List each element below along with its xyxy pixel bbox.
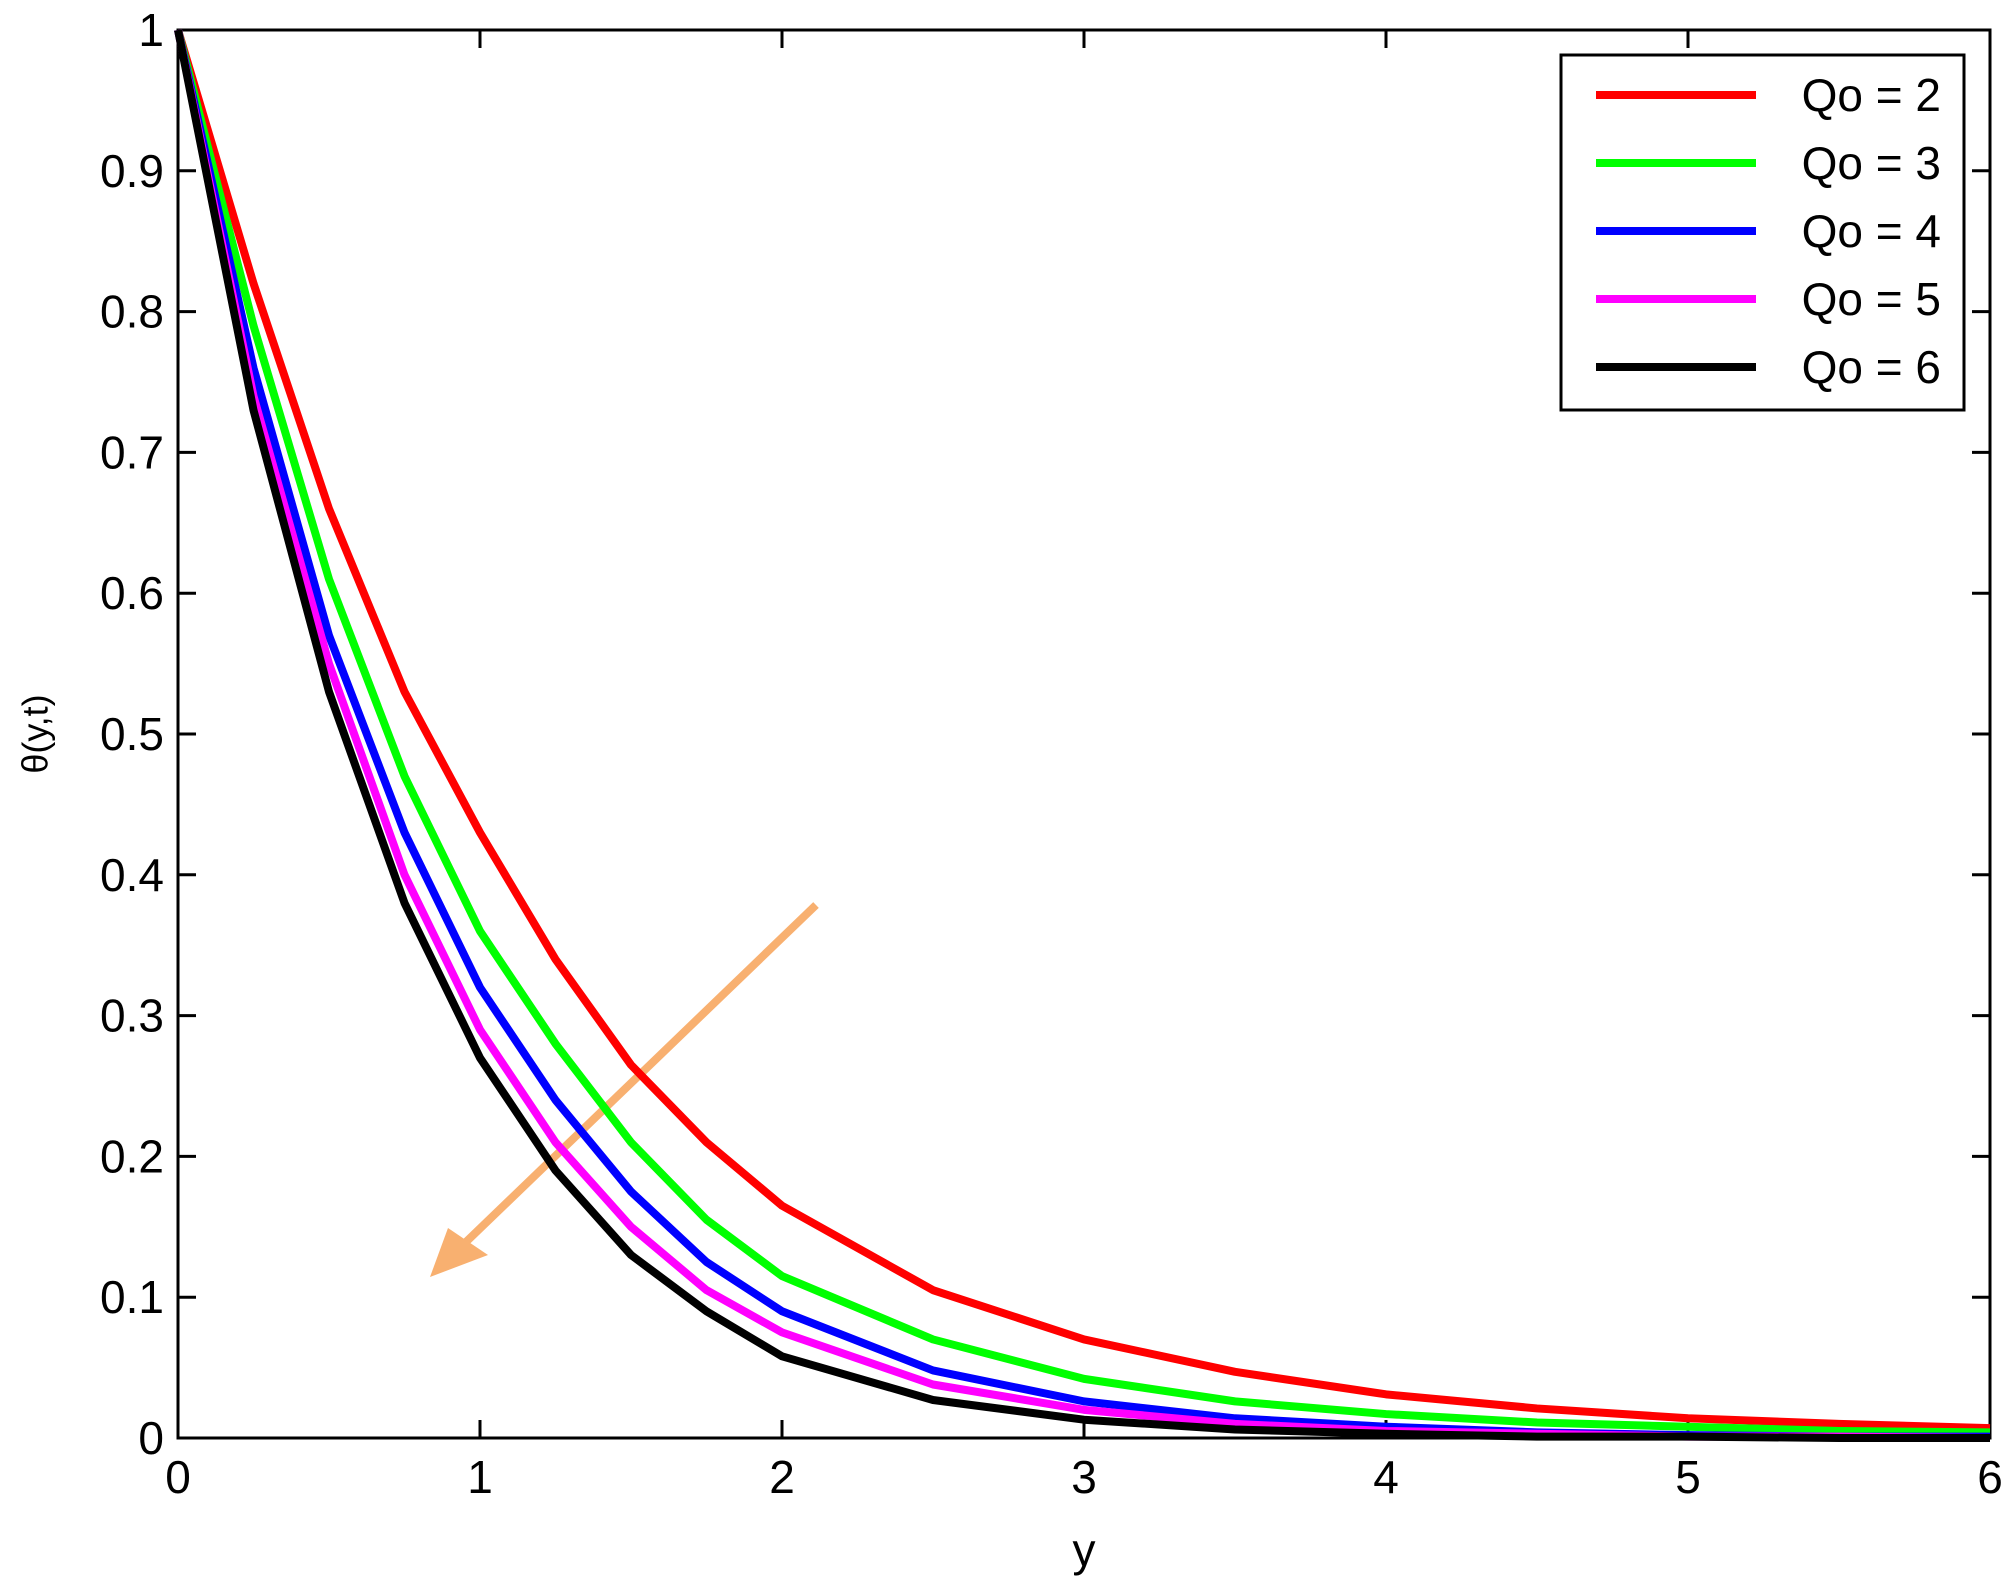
y-tick-label: 0.5 bbox=[100, 708, 164, 760]
legend-label: Qo = 5 bbox=[1802, 273, 1941, 325]
y-tick-label: 0.3 bbox=[100, 990, 164, 1042]
x-tick-label: 0 bbox=[165, 1451, 191, 1503]
legend-label: Qo = 4 bbox=[1802, 205, 1941, 257]
legend-label: Qo = 6 bbox=[1802, 341, 1941, 393]
arrow-head bbox=[430, 1228, 488, 1277]
x-tick-label: 4 bbox=[1373, 1451, 1399, 1503]
data-line bbox=[174, 29, 1991, 1437]
y-tick-label: 0.6 bbox=[100, 567, 164, 619]
annotation-arrow bbox=[430, 902, 819, 1277]
x-tick-label: 1 bbox=[467, 1451, 493, 1503]
x-tick-label: 6 bbox=[1977, 1451, 2003, 1503]
y-tick-label: 0.9 bbox=[100, 145, 164, 197]
legend-label: Qo = 3 bbox=[1802, 137, 1941, 189]
y-tick-label: 0 bbox=[138, 1412, 164, 1464]
data-line bbox=[174, 29, 1990, 1442]
x-tick-label: 2 bbox=[769, 1451, 795, 1503]
y-tick-label: 0.1 bbox=[100, 1271, 164, 1323]
y-tick-label: 0.8 bbox=[100, 286, 164, 338]
x-tick-label: 5 bbox=[1675, 1451, 1701, 1503]
legend-label: Qo = 2 bbox=[1802, 69, 1941, 121]
x-axis-label: y bbox=[1073, 1524, 1096, 1576]
y-tick-label: 0.2 bbox=[100, 1130, 164, 1182]
arrow-shaft bbox=[437, 902, 819, 1270]
data-line bbox=[174, 28, 1991, 1433]
x-tick-label: 3 bbox=[1071, 1451, 1097, 1503]
y-tick-label: 0.4 bbox=[100, 849, 164, 901]
y-axis-label: θ(y,t) bbox=[15, 694, 56, 773]
y-tick-label: 0.7 bbox=[100, 426, 164, 478]
y-tick-label: 1 bbox=[138, 4, 164, 56]
